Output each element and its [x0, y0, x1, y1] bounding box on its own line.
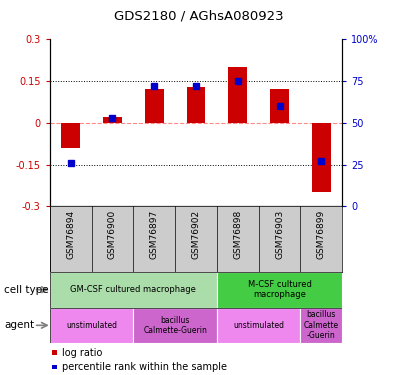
Text: GSM76894: GSM76894 — [66, 210, 75, 259]
Text: GSM76900: GSM76900 — [108, 210, 117, 259]
Bar — [217, 308, 300, 343]
Text: unstimulated: unstimulated — [233, 321, 284, 330]
Text: GSM76899: GSM76899 — [317, 210, 326, 259]
Bar — [133, 308, 217, 343]
Bar — [61, 123, 80, 148]
Text: agent: agent — [4, 320, 34, 330]
Text: GSM76898: GSM76898 — [233, 210, 242, 259]
Bar — [312, 123, 331, 192]
Text: GSM76902: GSM76902 — [191, 210, 201, 259]
Text: log ratio: log ratio — [62, 348, 102, 358]
Bar — [50, 272, 217, 308]
Text: bacillus
Calmette-Guerin: bacillus Calmette-Guerin — [143, 316, 207, 335]
Text: GDS2180 / AGhsA080923: GDS2180 / AGhsA080923 — [114, 9, 284, 22]
Text: unstimulated: unstimulated — [66, 321, 117, 330]
Text: GSM76897: GSM76897 — [150, 210, 159, 259]
Text: bacillus
Calmette
-Guerin: bacillus Calmette -Guerin — [304, 310, 339, 340]
Bar — [228, 67, 247, 123]
Bar — [103, 117, 122, 123]
Bar — [187, 87, 205, 123]
Bar — [300, 308, 342, 343]
Bar — [270, 90, 289, 123]
Bar — [50, 308, 133, 343]
Text: M-CSF cultured
macrophage: M-CSF cultured macrophage — [248, 280, 312, 299]
Text: GSM76903: GSM76903 — [275, 210, 284, 259]
Text: cell type: cell type — [4, 285, 49, 295]
Text: GM-CSF cultured macrophage: GM-CSF cultured macrophage — [70, 285, 196, 294]
Bar — [145, 90, 164, 123]
Text: percentile rank within the sample: percentile rank within the sample — [62, 362, 227, 372]
Bar — [217, 272, 342, 308]
